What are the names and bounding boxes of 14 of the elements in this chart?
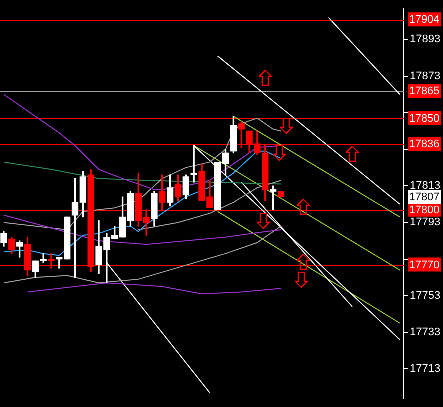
- ref-line-label: 17836: [409, 138, 440, 151]
- y-tick-label: 17713: [410, 363, 441, 376]
- ref-line-label: 17770: [409, 259, 440, 272]
- ref-line-label: 17904: [409, 14, 440, 26]
- text: 17807: [409, 192, 440, 204]
- y-tick-label: 17873: [410, 70, 441, 82]
- ref-line-label: 17850: [409, 112, 440, 125]
- y-tick-label: 17793: [410, 216, 441, 229]
- y-tick-label: 17813: [410, 180, 441, 192]
- ref-line-label: 17865: [409, 85, 440, 98]
- y-tick-label: 17753: [410, 290, 441, 302]
- y-tick-label: 17893: [410, 34, 441, 46]
- y-tick-label: 17733: [410, 326, 441, 339]
- ref-line-label: 17800: [409, 204, 440, 216]
